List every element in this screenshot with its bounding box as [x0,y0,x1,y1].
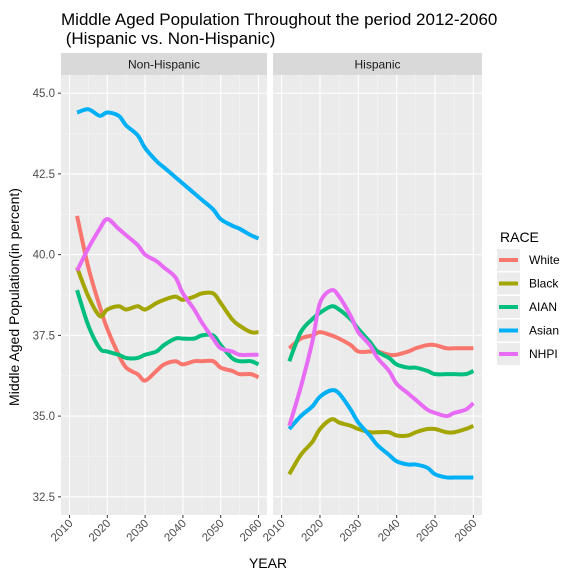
legend-label-nhpi: NHPI [529,347,558,361]
y-tick-label: 40.0 [33,250,55,262]
y-tick-label: 37.5 [33,330,55,342]
y-axis: 32.5 35.0 37.5 40.0 42.5 45.0 [33,88,61,504]
legend-label-black: Black [529,277,559,291]
x-tick-label: 2020 [300,518,327,545]
x-tick-label: 2010 [261,518,288,545]
series-line-nhpi [75,217,259,357]
facet-strip-label: Hispanic [354,58,400,72]
series-line-black [287,417,475,476]
y-axis-title: Middle Aged Population(in percent) [6,188,22,406]
facet-strip [273,53,482,75]
series-line-asian [287,388,474,480]
panel-non-hispanic: Non-Hispanic 2010 2020 2030 2040 2050 2060 [49,53,267,544]
facet-strip [61,53,267,75]
y-tick-label: 45.0 [33,88,55,100]
x-tick-label: 2010 [49,518,76,545]
legend-label-asian: Asian [529,324,559,338]
x-tick-label: 2030 [125,518,152,545]
x-tick-label: 2040 [162,518,189,545]
series-line-black [75,266,259,335]
x-tick-label: 2060 [453,518,480,545]
legend-label-white: White [529,253,560,267]
series-line-nhpi [287,287,475,427]
legend: RACE White Black AIAN Asian NHPI [497,229,560,365]
chart-title-line-2: (Hispanic vs. Non-Hispanic) [61,29,275,48]
panel-hispanic: Hispanic 2010 2020 2030 2040 2050 2060 [261,53,482,544]
legend-label-aian: AIAN [529,300,557,314]
x-tick-label: 2040 [376,518,403,545]
series-line-aian [75,289,260,367]
x-tick-label: 2050 [200,518,227,545]
x-tick-label: 2060 [238,518,265,545]
chart-title-line-1: Middle Aged Population Throughout the pe… [61,10,497,29]
x-tick-label: 2020 [87,518,114,545]
series-line-asian [76,107,260,241]
x-axis-title: YEAR [249,555,287,571]
series-line-aian [287,304,475,377]
x-tick-label: 2050 [415,518,442,545]
y-tick-label: 32.5 [33,492,55,504]
y-tick-label: 35.0 [33,411,55,423]
legend-title: RACE [500,229,539,245]
y-tick-label: 42.5 [33,169,55,181]
x-tick-label: 2030 [338,518,365,545]
series-line-white [75,215,260,383]
facet-strip-label: Non-Hispanic [128,58,200,72]
